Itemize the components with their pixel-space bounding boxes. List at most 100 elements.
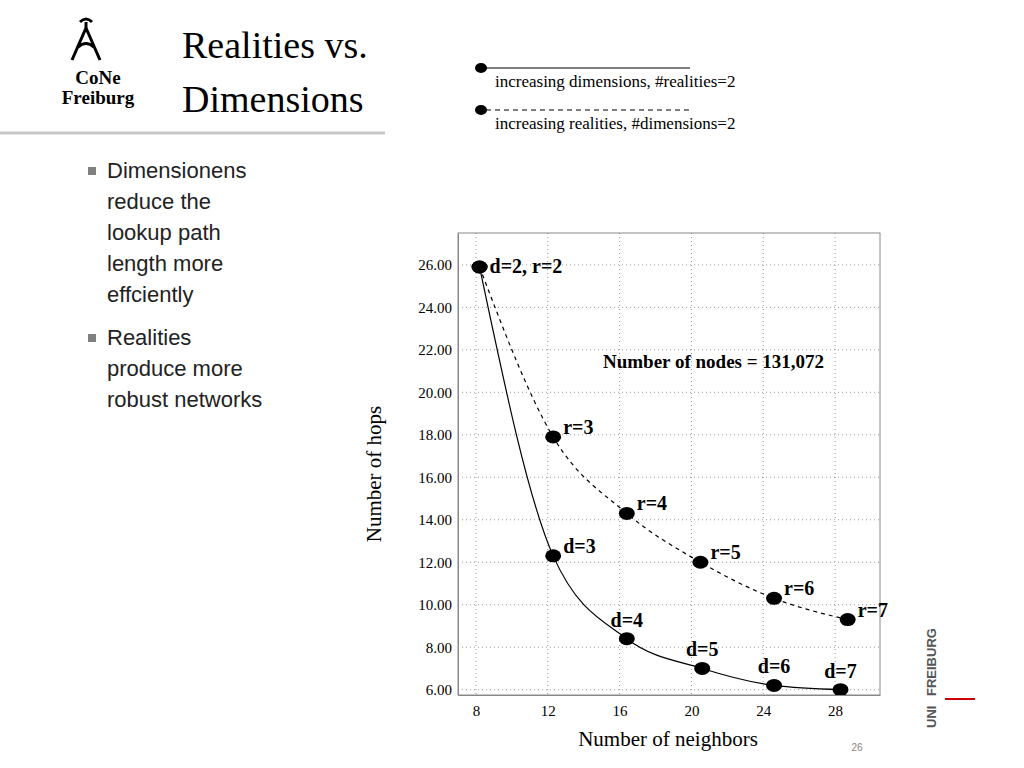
y-tick: 10.00: [418, 597, 458, 613]
point-label: r=7: [858, 599, 888, 621]
point-label: d=4: [611, 609, 644, 631]
x-tick: 8: [473, 695, 481, 719]
series-point: [692, 556, 708, 569]
series-point: [619, 632, 635, 645]
x-tick: 20: [684, 695, 699, 719]
series-point: [694, 662, 710, 675]
y-tick: 8.00: [426, 640, 458, 656]
legend-line: [486, 110, 690, 111]
series-point: [472, 260, 488, 273]
series-point: [619, 507, 635, 520]
y-tick-label: 26.00: [418, 257, 452, 273]
grid-line: [458, 307, 880, 308]
series-point: [840, 613, 856, 626]
point-label: r=6: [784, 577, 814, 599]
legend: increasing dimensions, #realities=2 incre…: [475, 63, 735, 133]
y-tick: 16.00: [418, 470, 458, 486]
series-point: [832, 683, 848, 695]
y-tick: 18.00: [418, 427, 458, 443]
series-point: [472, 260, 488, 273]
bullet-marker: [88, 167, 96, 175]
bullet-text: reduce the: [107, 189, 211, 214]
logo-text: CoNe: [75, 67, 120, 88]
legend-marker: [475, 105, 487, 115]
annotation: Number of nodes = 131,072: [603, 351, 824, 372]
bullet-text: produce more: [107, 356, 243, 381]
university-logo-rule: [945, 698, 975, 700]
bullet-text: robust networks: [107, 387, 262, 412]
university-logo-text: FREIBURG: [924, 628, 939, 696]
y-tick-label: 22.00: [418, 342, 452, 358]
x-tick-label: 8: [473, 703, 481, 719]
grid-line: [547, 233, 548, 695]
bullet-text: lookup path: [107, 220, 221, 245]
y-tick-label: 24.00: [418, 300, 452, 316]
grid-line: [763, 233, 764, 695]
point-label: r=3: [563, 416, 593, 438]
x-tick-label: 24: [756, 703, 772, 719]
plot-frame: [458, 233, 880, 695]
y-tick: 14.00: [418, 512, 458, 528]
grid-line: [691, 233, 692, 695]
logo-icon: [72, 19, 100, 60]
series-point: [545, 549, 561, 562]
y-axis-title: Number of hops: [362, 406, 386, 542]
grid-line: [458, 519, 880, 520]
logo-text: Freiburg: [62, 87, 135, 108]
grid: [458, 233, 880, 695]
legend-label: increasing dimensions, #realities=2: [495, 72, 735, 91]
header-rule: [0, 132, 385, 135]
y-tick-label: 16.00: [418, 470, 452, 486]
bullet-text: length more: [107, 251, 223, 276]
grid-line: [458, 477, 880, 478]
y-tick: 12.00: [418, 555, 458, 571]
y-tick-label: 8.00: [426, 640, 452, 656]
x-tick-label: 12: [541, 703, 556, 719]
x-tick: 24: [756, 695, 772, 719]
x-tick-label: 28: [828, 703, 843, 719]
logo: CoNeFreiburg: [62, 19, 135, 108]
series-point: [766, 592, 782, 605]
x-tick-label: 20: [684, 703, 699, 719]
point-label: d=3: [563, 535, 596, 557]
x-tick: 28: [828, 695, 843, 719]
x-tick: 12: [541, 695, 556, 719]
point-label: d=6: [758, 655, 791, 677]
university-logo-text: UNI: [924, 706, 939, 728]
y-tick-label: 18.00: [418, 427, 452, 443]
grid-line: [458, 392, 880, 393]
slide: CoNeFreiburgRealities vs.DimensionsDimen…: [0, 0, 1024, 768]
point-label: d=2, r=2: [490, 255, 563, 277]
legend-line: [486, 68, 690, 69]
grid-line: [835, 233, 836, 695]
y-tick: 26.00: [418, 257, 458, 273]
legend-label: increasing realities, #dimensions=2: [495, 114, 735, 133]
y-tick: 20.00: [418, 385, 458, 401]
series-point: [545, 430, 561, 443]
y-tick-label: 14.00: [418, 512, 452, 528]
point-label: r=4: [637, 492, 667, 514]
y-tick: 6.00: [426, 682, 458, 698]
slide-title: Dimensions: [182, 78, 364, 120]
page-number: 26: [851, 742, 863, 753]
y-tick-label: 12.00: [418, 555, 452, 571]
x-axis: 8 12 16 20 24 28: [459, 695, 881, 719]
point-label: d=5: [686, 638, 719, 660]
grid-line: [458, 434, 880, 435]
grid-line: [458, 604, 880, 605]
point-labels: d=2, r=2d=3d=4d=5d=6d=7r=3r=4r=5r=6r=7: [490, 255, 888, 682]
y-axis: 6.00 8.00 10.00 12.00 14.00 16.00 18.00 20.00 22…: [418, 234, 458, 698]
x-tick-label: 16: [613, 703, 629, 719]
series-line: [480, 267, 848, 620]
marks: [472, 260, 856, 695]
x-tick: 16: [613, 695, 629, 719]
y-tick-label: 20.00: [418, 385, 452, 401]
point-label: d=7: [824, 660, 857, 682]
legend-marker: [475, 63, 487, 73]
university-logo: UNI FREIBURG: [924, 628, 939, 728]
y-tick: 22.00: [418, 342, 458, 358]
x-axis-title: Number of neighbors: [578, 727, 758, 751]
grid-line: [458, 647, 880, 648]
series-line: [480, 267, 841, 690]
grid-line: [475, 233, 476, 695]
